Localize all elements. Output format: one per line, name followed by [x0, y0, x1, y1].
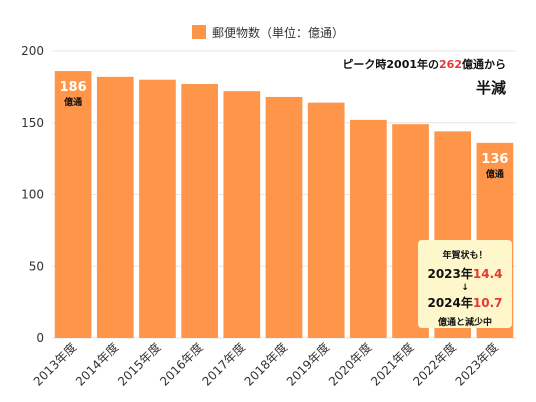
y-tick-label: 150 — [21, 116, 44, 130]
callout-line1: 年賀状も！ — [442, 251, 488, 261]
bar — [307, 102, 345, 338]
callout-value-a: 14.4 — [472, 267, 503, 281]
annotation-highlight: 262 — [439, 58, 462, 71]
x-tick-label: 2021年度 — [367, 340, 416, 389]
bar — [350, 119, 387, 338]
x-tick-label: 2019年度 — [283, 340, 332, 389]
data-label-unit: 億通 — [486, 168, 504, 180]
y-tick-label: 200 — [21, 44, 44, 58]
bar — [181, 84, 218, 338]
bar — [265, 96, 303, 338]
peak-annotation: ピーク時2001年の262億通から 半減 — [342, 56, 506, 98]
x-tick-label: 2017年度 — [199, 340, 248, 389]
callout-arrow: ↓ — [461, 283, 469, 293]
legend-label: 郵便物数（単位：億通） — [211, 26, 344, 40]
callout-line5: 億通と減少中 — [437, 318, 492, 328]
x-tick-label: 2014年度 — [72, 340, 121, 389]
y-tick-label: 0 — [36, 331, 44, 345]
bar — [223, 91, 261, 339]
legend: 郵便物数（単位：億通） — [0, 24, 536, 41]
y-tick-label: 100 — [21, 188, 44, 202]
y-tick-label: 50 — [29, 259, 44, 273]
annotation-line2: 半減 — [475, 79, 506, 97]
data-label-value: 186 — [60, 80, 87, 95]
callout-year-a: 2023年 — [427, 267, 473, 281]
bar — [54, 71, 92, 338]
new-year-card-callout: 年賀状も！ 2023年14.4 ↓ 2024年10.7 億通と減少中 — [418, 240, 512, 328]
bar — [96, 76, 134, 338]
annotation-prefix: ピーク時2001年の — [342, 58, 440, 71]
legend-swatch — [191, 25, 206, 39]
bar — [139, 79, 176, 338]
x-tick-label: 2018年度 — [241, 340, 290, 389]
data-label-value: 136 — [481, 152, 508, 167]
x-tick-label: 2016年度 — [157, 340, 206, 389]
callout-year-b: 2024年 — [427, 296, 473, 310]
annotation-suffix: 億通から — [462, 58, 506, 71]
x-tick-label: 2022年度 — [410, 340, 459, 389]
data-label-unit: 億通 — [64, 96, 82, 108]
callout-value-b: 10.7 — [472, 296, 503, 310]
x-tick-label: 2020年度 — [325, 340, 374, 389]
x-tick-label: 2013年度 — [30, 340, 79, 389]
x-tick-label: 2015年度 — [114, 340, 163, 389]
x-tick-label: 2023年度 — [452, 340, 501, 389]
